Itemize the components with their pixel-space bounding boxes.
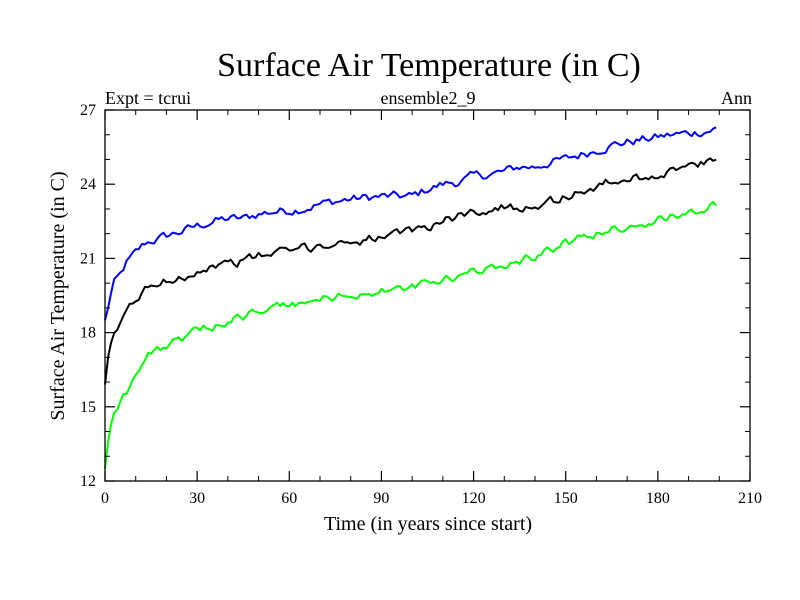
- y-tick-label: 21: [80, 250, 96, 267]
- x-tick-label: 0: [101, 490, 109, 507]
- x-tick-label: 150: [554, 490, 578, 507]
- x-axis-label: Time (in years since start): [324, 513, 532, 535]
- series-line-lower: [104, 201, 717, 469]
- series-line-middle: [104, 157, 717, 385]
- x-tick-label: 210: [738, 490, 762, 507]
- x-tick-label: 30: [189, 490, 205, 507]
- series-line-upper: [104, 126, 717, 321]
- x-tick-label: 60: [281, 490, 297, 507]
- x-tick-label: 180: [646, 490, 670, 507]
- y-tick-label: 15: [80, 399, 96, 416]
- y-tick-label: 12: [80, 473, 96, 490]
- x-tick-label: 90: [373, 490, 389, 507]
- chart-title: Surface Air Temperature (in C): [217, 47, 641, 84]
- experiment-label: Expt = tcrui: [105, 88, 191, 108]
- y-tick-label: 27: [80, 102, 96, 119]
- plot-frame: [104, 109, 751, 482]
- ensemble-label: ensemble2_9: [381, 88, 476, 108]
- y-tick-label: 18: [80, 325, 96, 342]
- y-axis-label: Surface Air Temperature (in C): [47, 171, 69, 420]
- period-label: Ann: [721, 88, 752, 108]
- x-tick-label: 120: [462, 490, 486, 507]
- y-tick-label: 24: [80, 176, 96, 193]
